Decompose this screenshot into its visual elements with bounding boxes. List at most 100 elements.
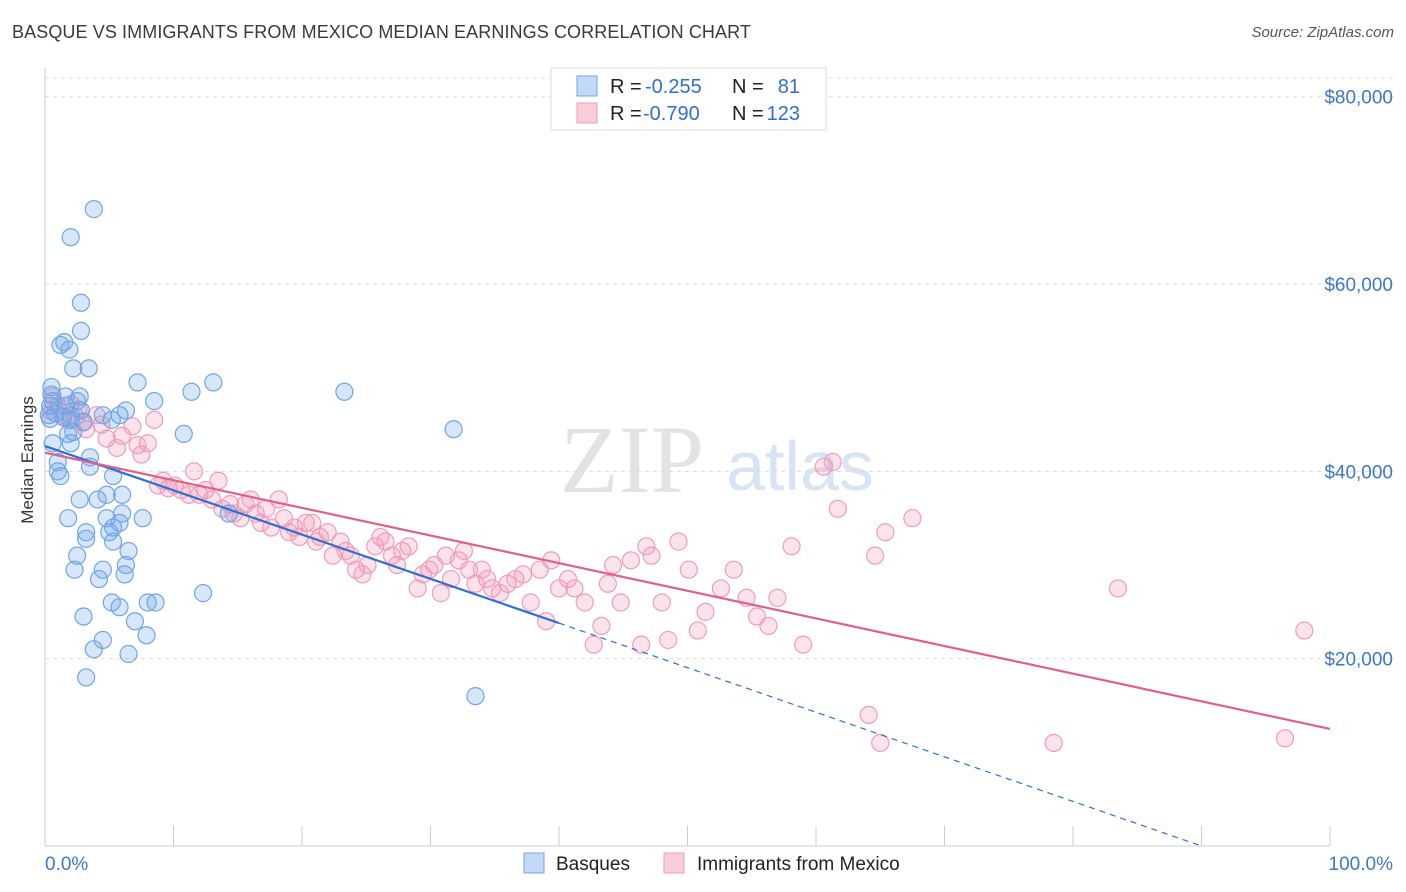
point-mexico [688, 621, 707, 640]
point-basques [77, 668, 96, 687]
y-tick-label: $20,000 [1324, 650, 1393, 671]
legend-n-value-2: 123 [767, 103, 800, 125]
bottom-legend-swatch-mexico [663, 852, 685, 874]
point-basques [88, 490, 107, 509]
point-mexico [782, 537, 801, 556]
watermark-atlas: atlas [726, 427, 874, 505]
bottom-legend: Basques Immigrants from Mexico [523, 852, 900, 875]
point-basques [119, 644, 138, 664]
point-basques [59, 509, 78, 528]
point-mexico [92, 415, 111, 434]
point-basques [112, 504, 132, 523]
y-tick-label: $60,000 [1324, 275, 1393, 296]
point-mexico [711, 579, 731, 598]
point-mexico [431, 584, 450, 603]
point-mexico [575, 593, 594, 612]
point-basques [138, 593, 157, 612]
point-basques [119, 541, 138, 561]
point-mexico [123, 417, 142, 436]
point-basques [70, 490, 89, 509]
point-mexico [513, 565, 533, 584]
point-basques [112, 485, 132, 504]
point-mexico [269, 490, 288, 509]
point-basques [137, 626, 156, 645]
point-basques [335, 382, 354, 401]
point-mexico [659, 630, 678, 650]
point-basques [466, 687, 485, 706]
trend-lines [44, 445, 1331, 847]
point-mexico [859, 705, 878, 724]
series-immigrants-from-mexico [41, 387, 1314, 753]
point-mexico [642, 546, 661, 565]
bottom-legend-basques: Basques [556, 854, 630, 875]
trend-line-mexico [44, 451, 1331, 731]
point-basques [48, 452, 67, 472]
legend-n-value-1: 81 [778, 76, 800, 98]
point-basques [61, 434, 80, 453]
watermark-zip: ZIP [560, 406, 704, 513]
point-basques [116, 401, 136, 420]
point-mexico [871, 733, 890, 753]
point-mexico [621, 551, 641, 570]
point-basques [70, 387, 89, 406]
x-axis-tickmarks [44, 826, 1331, 846]
point-mexico [1275, 729, 1295, 748]
point-basques [53, 407, 73, 427]
legend-n-label-1: N = [732, 76, 764, 98]
trend-line-basques [44, 445, 560, 625]
point-basques [145, 392, 164, 411]
point-mexico [652, 593, 671, 612]
point-basques [60, 340, 79, 359]
point-basques [65, 560, 84, 579]
point-basques [116, 555, 136, 575]
point-basques [84, 200, 103, 219]
point-mexico [472, 560, 491, 579]
grid [45, 77, 1393, 660]
point-mexico [814, 457, 833, 476]
point-mexico [353, 565, 372, 584]
point-basques [51, 466, 70, 486]
point-mexico [592, 616, 611, 636]
point-basques [68, 546, 87, 565]
source-credit: Source: ZipAtlas.com [1251, 24, 1394, 41]
point-mexico [598, 574, 617, 593]
point-mexico [768, 588, 787, 607]
point-mexico [828, 499, 847, 518]
point-mexico [611, 593, 630, 612]
point-mexico [1044, 733, 1063, 753]
point-basques [219, 504, 238, 523]
point-basques [74, 607, 93, 626]
point-mexico [285, 518, 304, 537]
point-mexico [145, 410, 164, 429]
point-basques [133, 509, 152, 528]
point-basques [128, 373, 147, 392]
point-mexico [138, 434, 157, 453]
y-axis-ticks: $20,000 $40,000 $60,000 $80,000 [1324, 88, 1393, 671]
point-basques [77, 529, 96, 548]
point-mexico [303, 513, 322, 532]
point-mexico [1295, 621, 1314, 640]
trend-line-basques-extension [558, 622, 1202, 847]
point-basques [64, 359, 83, 378]
point-basques [79, 359, 98, 378]
point-mexico [669, 532, 688, 551]
bottom-legend-mexico: Immigrants from Mexico [697, 854, 900, 875]
point-basques [42, 385, 61, 404]
point-basques [71, 321, 91, 340]
point-basques [97, 485, 116, 504]
point-basques [56, 387, 75, 406]
point-basques [71, 293, 91, 312]
legend-r-label-1: R = [610, 76, 642, 98]
point-basques [444, 420, 463, 439]
point-mexico [366, 537, 385, 556]
point-mexico [1108, 579, 1128, 598]
point-mexico [477, 569, 497, 589]
legend-r-value-1: -0.255 [645, 76, 702, 98]
point-basques [77, 523, 96, 542]
point-basques [204, 373, 223, 392]
y-tick-label: $40,000 [1324, 462, 1393, 483]
point-basques [193, 584, 213, 603]
point-basques [182, 382, 201, 401]
point-mexico [603, 555, 623, 575]
